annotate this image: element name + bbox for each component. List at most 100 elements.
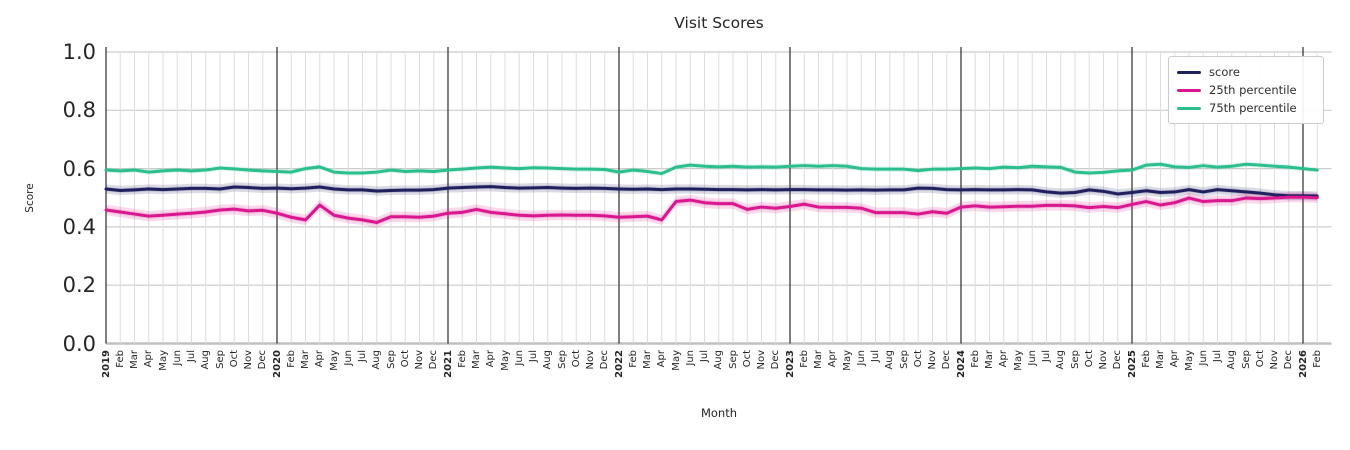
legend: score 25th percentile 75th percentile	[1168, 56, 1324, 124]
legend-item-75th-percentile: 75th percentile	[1177, 99, 1315, 117]
x-tick-label: Mar	[642, 350, 653, 369]
x-tick-label: Apr	[998, 350, 1010, 368]
y-tick-label: 0.0	[62, 331, 96, 356]
x-tick-label: Jul	[870, 350, 881, 363]
x-tick-label: Feb	[456, 350, 468, 368]
y-tick-label: 0.4	[62, 214, 96, 239]
x-tick-label: Mar	[1155, 350, 1166, 369]
75th-percentile-line-swatch	[1177, 106, 1201, 110]
x-tick-label: Aug	[884, 350, 896, 370]
x-tick-label: Apr	[656, 350, 668, 368]
x-tick-label: Mar	[129, 350, 140, 369]
chart-title: Visit Scores	[674, 14, 764, 32]
x-tick-label: Jul	[699, 350, 710, 363]
x-tick-label: Oct	[399, 350, 411, 368]
x-tick-label: Dec	[941, 350, 953, 370]
x-tick-label: Apr	[143, 350, 155, 368]
x-tick-label: Jul	[357, 350, 368, 363]
x-tick-label: 2023	[784, 350, 796, 378]
x-axis-label: Month	[700, 406, 738, 420]
x-tick-label: Jun	[855, 350, 867, 366]
x-tick-label: Sep	[1069, 350, 1081, 369]
25th-percentile-line-swatch	[1177, 88, 1201, 92]
x-tick-label: Sep	[385, 350, 397, 369]
x-tick-label: Feb	[1311, 350, 1323, 368]
x-tick-label: Jul	[528, 350, 539, 363]
x-tick-label: Nov	[585, 350, 596, 370]
x-tick-label: Sep	[556, 350, 568, 369]
legend-label: 75th percentile	[1209, 101, 1297, 115]
x-tick-label: Feb	[798, 350, 810, 368]
x-tick-label: Apr	[485, 350, 497, 368]
x-tick-label: Mar	[471, 350, 482, 369]
x-tick-label: 2019	[100, 350, 112, 378]
y-axis-label: Score	[24, 183, 36, 213]
x-tick-label: Nov	[756, 350, 767, 370]
x-tick-label: 2020	[271, 350, 283, 378]
x-tick-label: May	[499, 350, 511, 371]
x-tick-label: Aug	[1055, 350, 1067, 370]
x-tick-label: Aug	[1226, 350, 1238, 370]
x-tick-label: Oct	[1083, 350, 1095, 368]
x-tick-label: 2026	[1297, 350, 1309, 378]
x-tick-label: Mar	[813, 350, 824, 369]
x-tick-label: Feb	[969, 350, 981, 368]
x-tick-label: Oct	[228, 350, 240, 368]
x-tick-label: Dec	[428, 350, 440, 370]
x-tick-label: Jun	[1197, 350, 1209, 366]
x-tick-label: Aug	[200, 350, 212, 370]
y-tick-label: 0.6	[62, 156, 96, 181]
x-tick-label: Feb	[285, 350, 297, 368]
x-tick-label: 2022	[613, 350, 625, 378]
x-tick-label: Jul	[186, 350, 197, 363]
x-tick-label: Apr	[314, 350, 326, 368]
25th-percentile-line	[104, 195, 1319, 225]
y-tick-label: 0.2	[62, 273, 96, 298]
x-tick-label: Oct	[912, 350, 924, 368]
x-tick-label: Jun	[513, 350, 525, 366]
x-tick-label: Jun	[342, 350, 354, 366]
x-tick-label: 2024	[955, 350, 967, 378]
legend-label: 25th percentile	[1209, 83, 1297, 97]
x-tick-label: Oct	[1254, 350, 1266, 368]
x-tick-label: Feb	[1140, 350, 1152, 368]
x-tick-label: Nov	[1098, 350, 1109, 370]
x-tick-label: Sep	[214, 350, 226, 369]
x-tick-label: Sep	[898, 350, 910, 369]
x-tick-label: Sep	[727, 350, 739, 369]
x-tick-label: Nov	[243, 350, 254, 370]
y-tick-label: 0.8	[62, 98, 96, 123]
y-tick-label: 1.0	[62, 40, 96, 64]
x-tick-label: Feb	[114, 350, 126, 368]
x-tick-label: 2025	[1126, 350, 1138, 378]
x-tick-label: Dec	[257, 350, 269, 370]
75th-percentile-line	[104, 162, 1319, 176]
x-tick-label: 2021	[442, 350, 454, 378]
x-tick-label: Mar	[984, 350, 995, 369]
x-tick-label: Dec	[599, 350, 611, 370]
x-tick-label: May	[670, 350, 682, 371]
x-tick-label: Oct	[570, 350, 582, 368]
score-line	[104, 185, 1319, 198]
x-tick-label: Dec	[770, 350, 782, 370]
x-tick-label: Apr	[1169, 350, 1181, 368]
x-tick-label: Aug	[371, 350, 383, 370]
score-line-swatch	[1177, 70, 1201, 74]
x-tick-label: Aug	[713, 350, 725, 370]
x-tick-label: Sep	[1240, 350, 1252, 369]
x-tick-label: Nov	[414, 350, 425, 370]
legend-item-25th-percentile: 25th percentile	[1177, 81, 1315, 99]
x-tick-label: May	[841, 350, 853, 371]
x-tick-label: Apr	[827, 350, 839, 368]
x-tick-label: May	[157, 350, 169, 371]
x-tick-label: May	[1183, 350, 1195, 371]
x-tick-label: Dec	[1283, 350, 1295, 370]
score-band	[106, 182, 1318, 201]
x-tick-label: Feb	[627, 350, 639, 368]
legend-label: score	[1209, 65, 1240, 79]
x-tick-label: Jul	[1212, 350, 1223, 363]
x-tick-label: Oct	[741, 350, 753, 368]
x-tick-label: Aug	[542, 350, 554, 370]
